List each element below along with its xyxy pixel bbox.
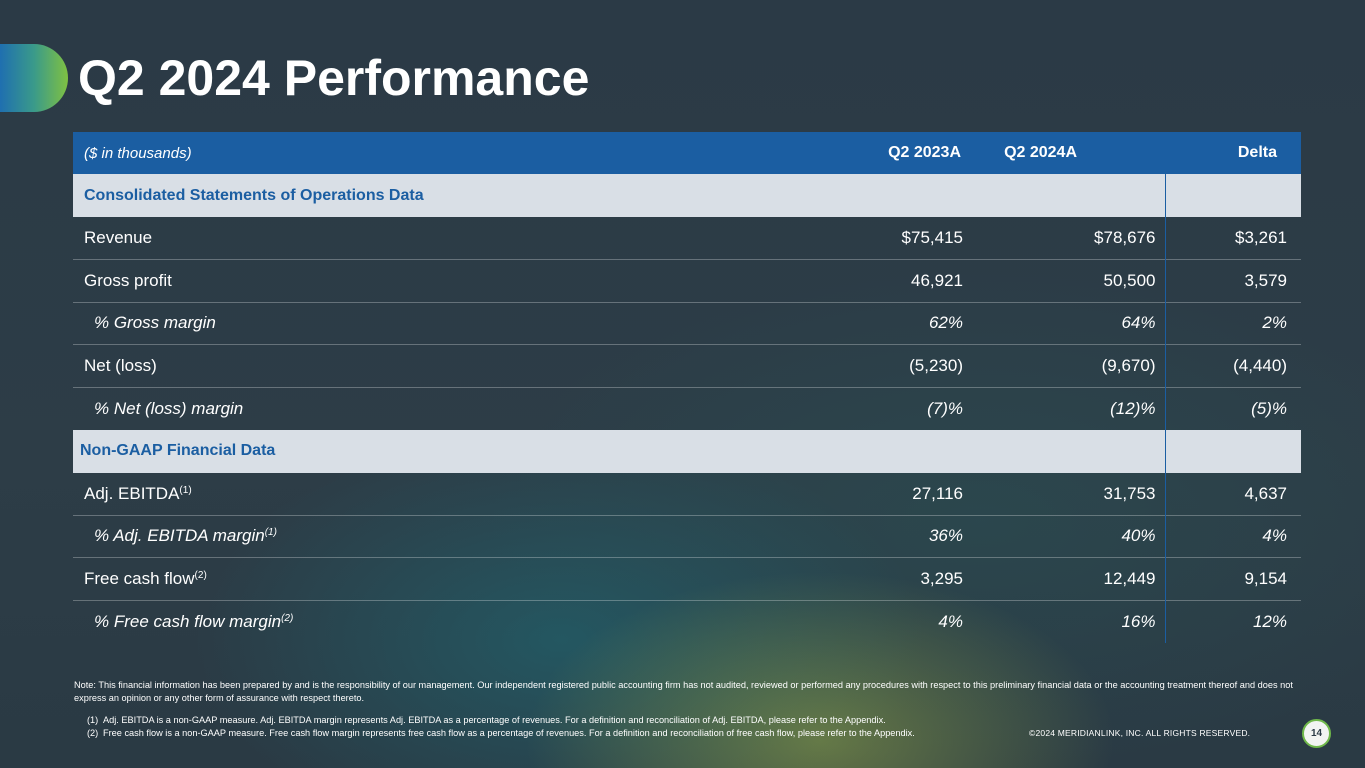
disclaimer-note: Note: This financial information has bee… bbox=[74, 680, 1293, 703]
table-row: % Gross margin 62% 64% 2% bbox=[73, 302, 1301, 345]
footnote-ref: (1) bbox=[179, 484, 192, 496]
cell-delta: (4,440) bbox=[1164, 344, 1301, 387]
row-label-net-loss-margin: % Net (loss) margin bbox=[94, 398, 244, 418]
cell-q2-2024: (9,670) bbox=[1101, 355, 1156, 375]
section-label-non-gaap: Non-GAAP Financial Data bbox=[80, 442, 276, 459]
row-label-free-cash-flow-margin: % Free cash flow margin bbox=[94, 611, 282, 631]
table-row: % Adj. EBITDA margin(1) 36% 40% 4% bbox=[73, 515, 1301, 558]
page-number-badge: 14 bbox=[1302, 719, 1331, 748]
cell-delta: 12% bbox=[1164, 600, 1301, 643]
row-label-gross-profit: Gross profit bbox=[84, 270, 172, 290]
performance-table: ($ in thousands) Q2 2023A Q2 2024A Delta… bbox=[73, 132, 1301, 643]
footnote-text: Free cash flow is a non-GAAP measure. Fr… bbox=[103, 728, 915, 738]
footnote-marker: (2) bbox=[87, 728, 99, 738]
page-title: Q2 2024 Performance bbox=[78, 50, 590, 106]
table-row: Adj. EBITDA(1) 27,116 31,753 4,637 bbox=[73, 472, 1301, 515]
cell-q2-2024: 64% bbox=[1121, 313, 1156, 333]
table-row: Gross profit 46,921 50,500 3,579 bbox=[73, 259, 1301, 302]
row-label-adj-ebitda: Adj. EBITDA bbox=[84, 483, 180, 503]
cell-q2-2023: 3,295 bbox=[920, 568, 963, 588]
table-row: Free cash flow(2) 3,295 12,449 9,154 bbox=[73, 557, 1301, 600]
column-header-q2-2024: Q2 2024A bbox=[1004, 144, 1077, 161]
cell-q2-2023: 27,116 bbox=[912, 483, 963, 503]
table-row: % Free cash flow margin(2) 4% 16% 12% bbox=[73, 600, 1301, 643]
table-row: Revenue $75,415 $78,676 $3,261 bbox=[73, 217, 1301, 260]
performance-table-container: ($ in thousands) Q2 2023A Q2 2024A Delta… bbox=[73, 132, 1301, 643]
section-row-operations: Consolidated Statements of Operations Da… bbox=[73, 174, 1301, 217]
footnote-ref: (2) bbox=[194, 569, 207, 581]
units-label: ($ in thousands) bbox=[84, 144, 192, 162]
cell-delta: 9,154 bbox=[1164, 557, 1301, 600]
section-row-non-gaap: Non-GAAP Financial Data bbox=[73, 429, 1301, 473]
cell-q2-2024: 12,449 bbox=[1103, 568, 1156, 588]
cell-q2-2023: (5,230) bbox=[909, 355, 963, 375]
row-label-net-loss: Net (loss) bbox=[84, 355, 157, 375]
cell-delta: 3,579 bbox=[1164, 259, 1301, 302]
cell-delta: 4,637 bbox=[1164, 472, 1301, 515]
cell-q2-2024: (12)% bbox=[1110, 398, 1156, 418]
cell-q2-2024: 50,500 bbox=[1103, 270, 1156, 290]
table-row: Net (loss) (5,230) (9,670) (4,440) bbox=[73, 344, 1301, 387]
cell-q2-2024: 16% bbox=[1121, 611, 1156, 631]
row-label-revenue: Revenue bbox=[84, 228, 153, 247]
table-row: % Net (loss) margin (7)% (12)% (5)% bbox=[73, 387, 1301, 430]
footnote-1: (1) Adj. EBITDA is a non-GAAP measure. A… bbox=[87, 714, 1007, 727]
cell-q2-2023: $75,415 bbox=[901, 228, 963, 247]
cell-q2-2023: 4% bbox=[938, 611, 963, 631]
row-label-adj-ebitda-margin: % Adj. EBITDA margin bbox=[94, 526, 265, 546]
footnotes: (1) Adj. EBITDA is a non-GAAP measure. A… bbox=[87, 714, 1007, 740]
cell-delta: 2% bbox=[1164, 302, 1301, 345]
footnote-ref: (2) bbox=[281, 612, 294, 624]
title-accent-shape bbox=[0, 44, 68, 112]
copyright-text: ©2024 MERIDIANLINK, INC. ALL RIGHTS RESE… bbox=[1029, 728, 1251, 738]
column-header-delta: Delta bbox=[1237, 144, 1277, 161]
cell-q2-2024: 40% bbox=[1121, 526, 1156, 546]
row-label-free-cash-flow: Free cash flow bbox=[84, 568, 195, 588]
footnote-text: Adj. EBITDA is a non-GAAP measure. Adj. … bbox=[103, 715, 886, 725]
cell-q2-2024: 31,753 bbox=[1103, 483, 1156, 503]
footnote-ref: (1) bbox=[264, 527, 277, 539]
cell-q2-2023: (7)% bbox=[927, 398, 963, 418]
column-header-q2-2023: Q2 2023A bbox=[888, 144, 961, 161]
row-label-gross-margin: % Gross margin bbox=[94, 313, 216, 333]
table-header-row: ($ in thousands) Q2 2023A Q2 2024A Delta bbox=[73, 132, 1301, 174]
cell-q2-2024: $78,676 bbox=[1094, 228, 1156, 247]
footnote-marker: (1) bbox=[87, 715, 99, 725]
cell-delta: $3,261 bbox=[1164, 217, 1301, 260]
footnote-2: (2) Free cash flow is a non-GAAP measure… bbox=[87, 727, 1007, 740]
cell-delta: 4% bbox=[1164, 515, 1301, 558]
cell-delta: (5)% bbox=[1164, 387, 1301, 430]
cell-q2-2023: 62% bbox=[928, 313, 963, 333]
cell-q2-2023: 46,921 bbox=[911, 270, 963, 290]
section-label-operations: Consolidated Statements of Operations Da… bbox=[84, 186, 424, 204]
cell-q2-2023: 36% bbox=[928, 526, 963, 546]
